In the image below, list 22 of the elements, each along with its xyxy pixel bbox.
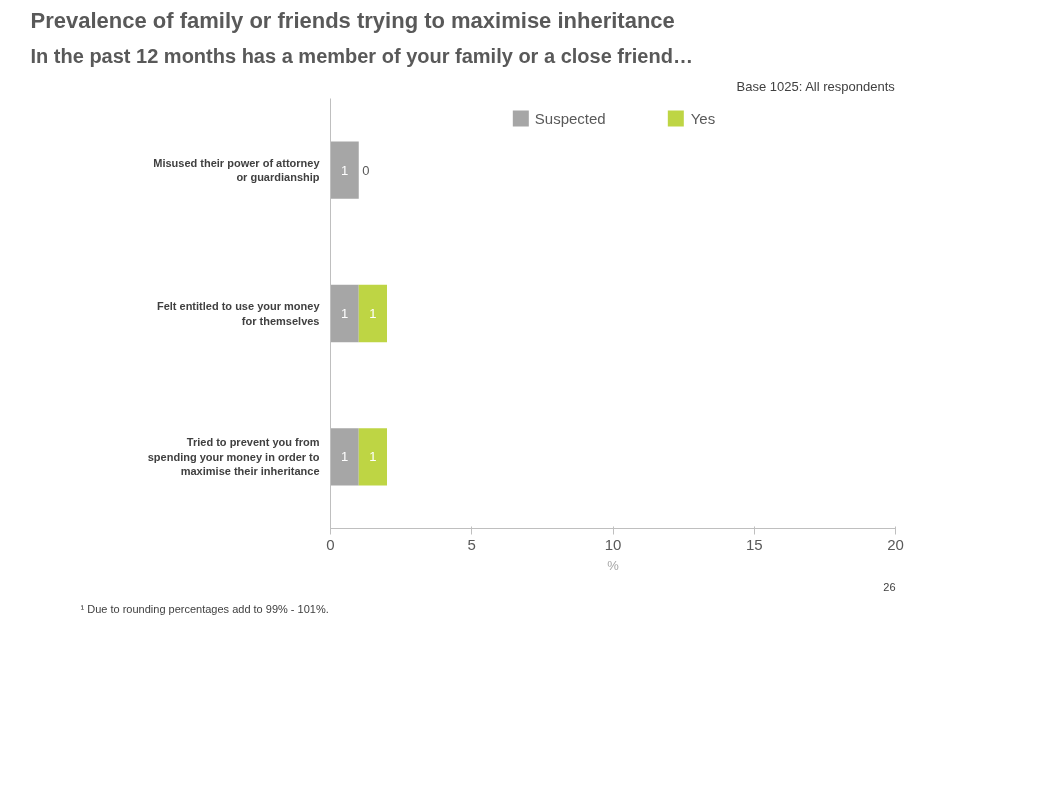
chart-title: Prevalence of family or friends trying to maximise inheritance (30, 7, 675, 33)
data-label: 1 (341, 306, 349, 321)
y-tick-label: Tried to prevent you from spending your money in order to maximise their inheritance (147, 436, 320, 478)
y-tick-label: Misused their power of attorney or guardianship (153, 156, 321, 184)
text: ¹ Due to rounding percentages add to 99% - 101%. (80, 602, 329, 615)
legend-label: Yes (690, 109, 716, 127)
data-label: 1 (369, 306, 377, 321)
x-tick-label: 0 (326, 535, 335, 553)
text: 26 (883, 580, 896, 593)
data-label: 1 (341, 162, 349, 178)
text: Base 1025: All respondents (736, 78, 896, 94)
x-tick-label: 5 (467, 535, 476, 553)
x-axis-title: % (607, 557, 620, 573)
data-label: 1 (369, 449, 377, 465)
data-label: 0 (362, 162, 370, 178)
legend-label: Suspected (534, 109, 606, 127)
x-tick-label: 10 (604, 535, 622, 553)
y-tick-label: Felt entitled to use your money for themselves (156, 300, 321, 327)
x-tick-label: 20 (887, 535, 904, 553)
chart-subtitle: In the past 12 months has a member of your family or a close friend… (30, 44, 693, 67)
data-label: 1 (341, 449, 349, 465)
x-tick-label: 15 (745, 535, 763, 553)
